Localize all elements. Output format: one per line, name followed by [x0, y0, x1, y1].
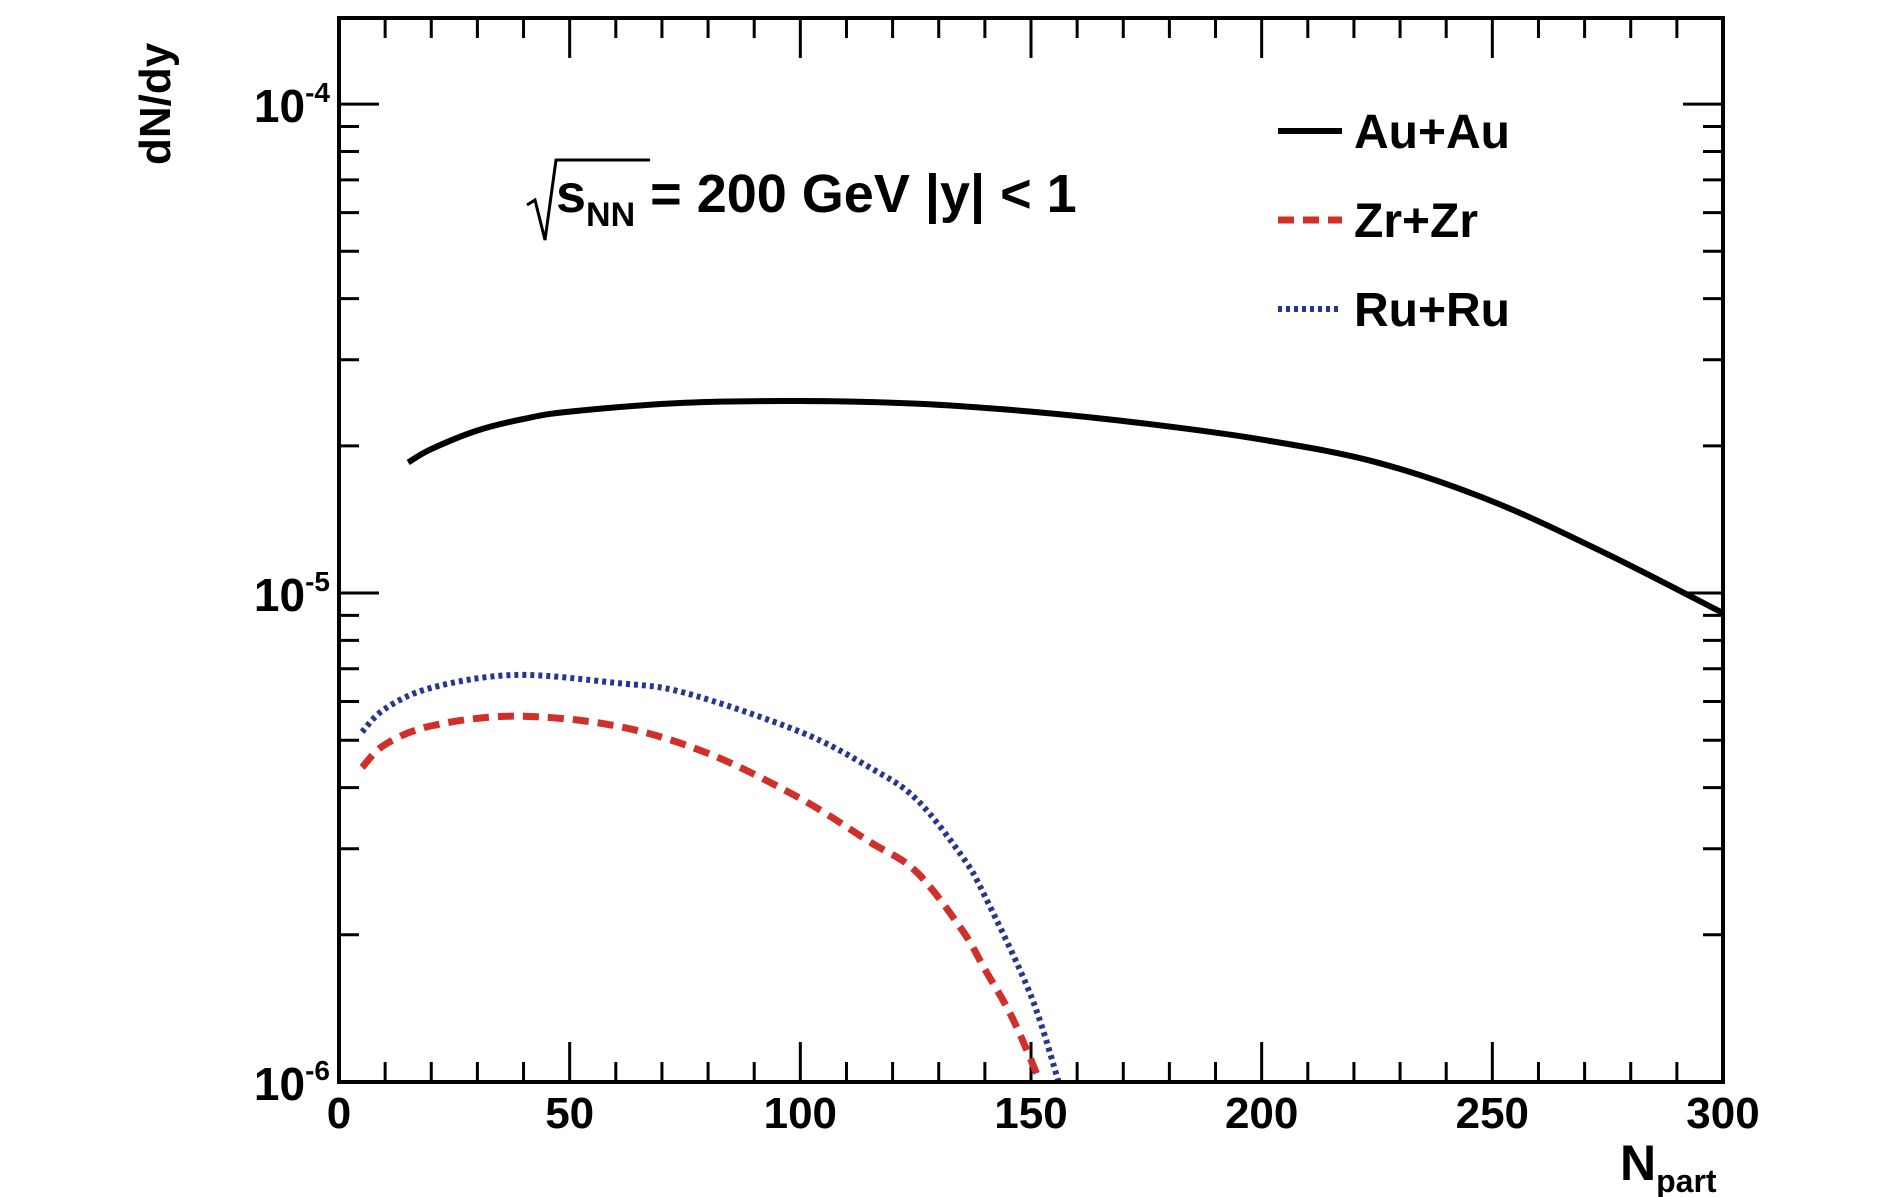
legend-label: Ru+Ru: [1354, 284, 1510, 337]
y-axis-label: dN/dy: [131, 42, 180, 165]
y-tick-label: 10-5: [254, 566, 330, 621]
x-tick-label: 300: [1686, 1089, 1759, 1138]
x-axis-label-sub: part: [1656, 1163, 1717, 1197]
x-tick-label: 200: [1225, 1089, 1298, 1138]
series-line-zr-zr: [359, 712, 1044, 1084]
y-tick-labels: 10-4 10-5 10-6: [254, 77, 330, 1110]
legend-label: Au+Au: [1354, 106, 1510, 159]
x-tick-label: 100: [764, 1089, 837, 1138]
series-lines: [359, 397, 1725, 1084]
legend-label: Zr+Zr: [1354, 195, 1478, 248]
legend: Au+Au Zr+Zr Ru+Ru: [1278, 106, 1510, 337]
x-tick-labels: 0 50 100 150 200 250 300: [327, 1089, 1760, 1138]
x-axis-label: Npart: [1620, 1135, 1717, 1197]
plot-frame: [337, 16, 1725, 1084]
x-tick-label: 150: [994, 1089, 1067, 1138]
x-tick-label: 0: [327, 1089, 351, 1138]
series-line-ru-ru: [359, 671, 1062, 1083]
x-tick-label: 50: [545, 1089, 594, 1138]
x-tick-label: 250: [1456, 1089, 1529, 1138]
series-line-au-au: [406, 397, 1725, 616]
y-tick-label: 10-6: [254, 1055, 330, 1110]
energy-annotation: sNN = 200 GeV |y| < 1: [526, 158, 1077, 241]
svg-text:sNN = 200 GeV |y| < 1: sNN = 200 GeV |y| < 1: [556, 164, 1077, 234]
sqrt-sign-icon: [526, 158, 650, 241]
y-tick-label: 10-4: [254, 77, 330, 132]
